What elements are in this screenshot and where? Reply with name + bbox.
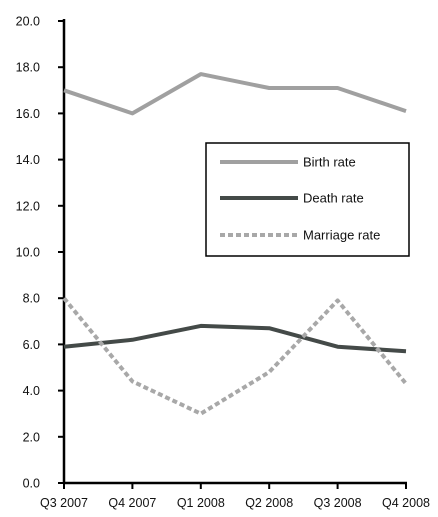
x-tick-label: Q3 2007	[40, 496, 88, 510]
x-axis: Q3 2007 Q4 2007 Q1 2008 Q2 2008 Q3 2008 Q4 20…	[40, 481, 430, 510]
series-line-marriage-rate	[62, 296, 408, 416]
legend-label: Death rate	[303, 191, 364, 206]
x-tick-label: Q3 2008	[314, 496, 362, 510]
series-line-birth-rate	[63, 72, 407, 116]
data-point	[199, 72, 203, 76]
y-tick-label: 0.0	[23, 477, 40, 491]
y-tick-label: 18.0	[16, 61, 40, 75]
data-point	[130, 111, 134, 115]
x-tick-label: Q4 2007	[108, 496, 156, 510]
legend-label: Marriage rate	[303, 228, 380, 243]
data-point	[199, 412, 203, 416]
y-tick-label: 8.0	[23, 292, 40, 306]
data-point	[62, 296, 66, 300]
data-point	[404, 109, 408, 113]
y-tick-label: 16.0	[16, 107, 40, 121]
data-point	[62, 88, 66, 92]
data-point	[336, 345, 340, 349]
series-lines	[62, 72, 408, 416]
legend: Birth rate Death rate Marriage rate	[205, 142, 410, 257]
y-axis: 0.0 2.0 4.0 6.0 8.0 10.0 12.0 14.0 16.0 18.0 20.0	[16, 15, 66, 491]
data-point	[404, 382, 408, 386]
legend-label: Birth rate	[303, 155, 356, 170]
y-tick-label: 14.0	[16, 153, 40, 167]
data-point	[336, 299, 340, 303]
data-point	[267, 370, 271, 374]
y-tick-label: 20.0	[16, 15, 40, 29]
data-point	[267, 326, 271, 330]
x-tick-label: Q2 2008	[245, 496, 293, 510]
data-point	[130, 338, 134, 342]
y-tick-label: 12.0	[16, 199, 40, 213]
data-point	[336, 86, 340, 90]
data-point	[267, 86, 271, 90]
y-tick-label: 6.0	[23, 338, 40, 352]
data-point	[199, 324, 203, 328]
y-tick-label: 2.0	[23, 430, 40, 444]
series-line-death-rate	[63, 323, 407, 354]
data-point	[62, 345, 66, 349]
x-tick-label: Q1 2008	[177, 496, 225, 510]
data-point	[130, 379, 134, 383]
y-tick-label: 4.0	[23, 384, 40, 398]
y-tick-label: 10.0	[16, 246, 40, 260]
data-point	[404, 349, 408, 353]
x-tick-label: Q4 2008	[382, 496, 430, 510]
